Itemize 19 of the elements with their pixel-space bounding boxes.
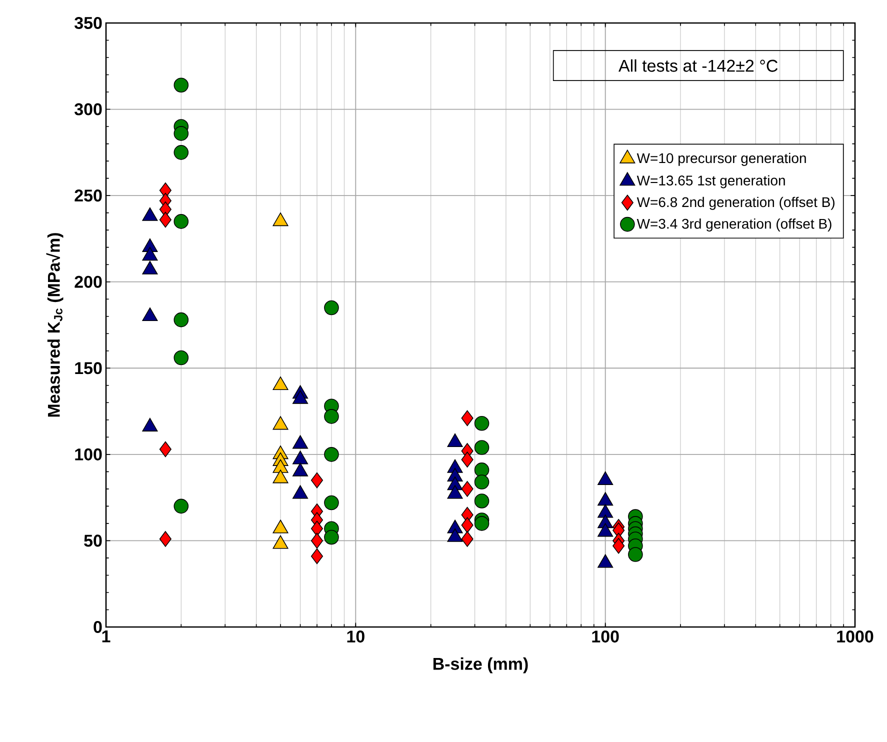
x-tick-label: 1 — [102, 630, 110, 642]
y-tick-label: 350 — [74, 16, 102, 30]
legend-label: W=3.4 3rd generation (offset B) — [636, 218, 832, 232]
legend-label: W=10 precursor generation — [636, 152, 806, 166]
x-tick-label: 10 — [347, 630, 364, 643]
y-tick-label: 50 — [84, 534, 102, 547]
x-axis-title: B-size (mm) — [433, 657, 528, 674]
y-tick-label: 300 — [74, 103, 102, 116]
y-axis-title: Measured K$_{Jc}$ (MPa√m) — [46, 233, 64, 417]
y-tick-label: 150 — [75, 362, 102, 374]
annotation: All tests at -142±2 °C — [618, 59, 778, 72]
y-tick-label: 0 — [94, 620, 102, 634]
y-tick-label: 200 — [74, 276, 102, 288]
y-tick-label: 100 — [75, 448, 102, 460]
y-tick-label: 250 — [74, 190, 102, 202]
legend-label: W=6.8 2nd generation (offset B) — [636, 196, 834, 210]
x-tick-label: 100 — [592, 630, 619, 643]
legend-label: W=13.65 1st generation — [636, 175, 785, 188]
x-tick-label: 1000 — [837, 630, 874, 643]
